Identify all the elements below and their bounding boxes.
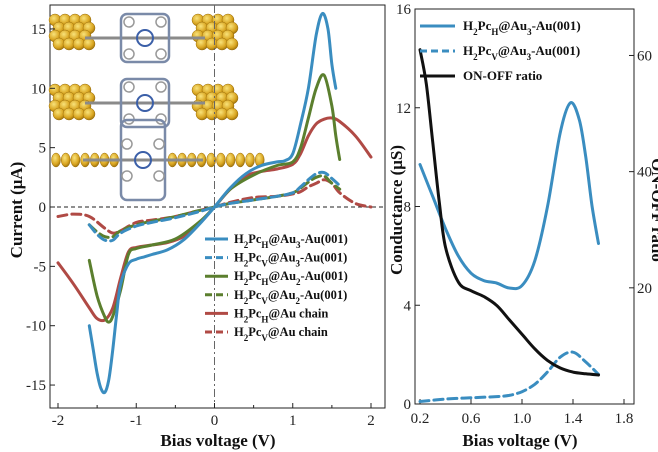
gold-chain: [51, 152, 265, 168]
y-tick-label: 4: [404, 298, 412, 314]
x-axis-label: Bias voltage (V): [160, 431, 275, 450]
molecule-1: [85, 12, 205, 64]
x-tick-label: 1.8: [615, 411, 634, 427]
x-tick-label: 1: [289, 413, 297, 429]
legend-label-0: H2PcH@Au3-Au(001): [463, 18, 581, 37]
x-tick-label: 1.4: [564, 411, 583, 427]
x-tick-label: 0.6: [462, 411, 481, 427]
y2-axis-label: ON-OFF ratio: [648, 158, 658, 262]
molecule-3: [83, 118, 203, 202]
junction-structures: [48, 12, 265, 202]
y2-tick-label: 40: [637, 165, 652, 181]
legend-label-2: ON-OFF ratio: [463, 68, 542, 83]
series-line-1: [87, 170, 342, 243]
x-tick-label: 1.0: [513, 411, 532, 427]
gold-cluster-left-1: [48, 13, 96, 51]
molecule-2: [85, 77, 205, 129]
y2-tick-label: 20: [637, 281, 652, 297]
y2-tick-label: 60: [637, 48, 652, 64]
legend: H2PcH@Au3-Au(001) H2PcV@Au3-Au(001) ON-OFF…: [420, 18, 581, 83]
x-tick-label: 0: [211, 413, 219, 429]
x-axis-label: Bias voltage (V): [462, 431, 577, 450]
legend-label-4: H2PcH@Au chain: [234, 306, 328, 324]
series-line-0: [418, 101, 600, 291]
y-axis-label: Conductance (μS): [387, 145, 406, 275]
series-line-0: [87, 11, 338, 395]
y-axis-label: Current (μA): [7, 162, 26, 259]
y-tick-label: 16: [396, 2, 412, 18]
series-line-2: [418, 48, 600, 377]
legend-label-3: H2PcV@Au2-Au(001): [234, 288, 347, 306]
x-tick-label: -2: [52, 413, 65, 429]
y-tick-label: -5: [34, 259, 47, 275]
series-line-1: [418, 350, 600, 403]
legend-label-1: H2PcV@Au3-Au(001): [463, 43, 580, 62]
gold-cluster-left-2: [48, 83, 96, 121]
y-tick-label: 0: [404, 397, 412, 413]
y-tick-label: 0: [39, 200, 47, 216]
y-tick-label: -15: [26, 378, 46, 394]
y-tick-label: 8: [404, 200, 412, 216]
y-tick-label: 12: [396, 101, 411, 117]
legend-label-1: H2PcV@Au3-Au(001): [234, 251, 347, 269]
x-tick-label: 0.2: [411, 411, 430, 427]
legend: H2PcH@Au3-Au(001)H2PcV@Au3-Au(001)H2PcH@…: [205, 232, 348, 343]
legend-label-0: H2PcH@Au3-Au(001): [234, 232, 348, 250]
x-tick-label: 2: [367, 413, 375, 429]
y-tick-label: -10: [26, 319, 46, 335]
y-tick-label: 10: [31, 81, 46, 97]
y-tick-label: 15: [31, 22, 46, 38]
legend-label-2: H2PcH@Au2-Au(001): [234, 269, 348, 287]
y-tick-label: 5: [39, 141, 47, 157]
legend-label-5: H2PcV@Au chain: [234, 325, 328, 343]
x-tick-label: -1: [130, 413, 143, 429]
